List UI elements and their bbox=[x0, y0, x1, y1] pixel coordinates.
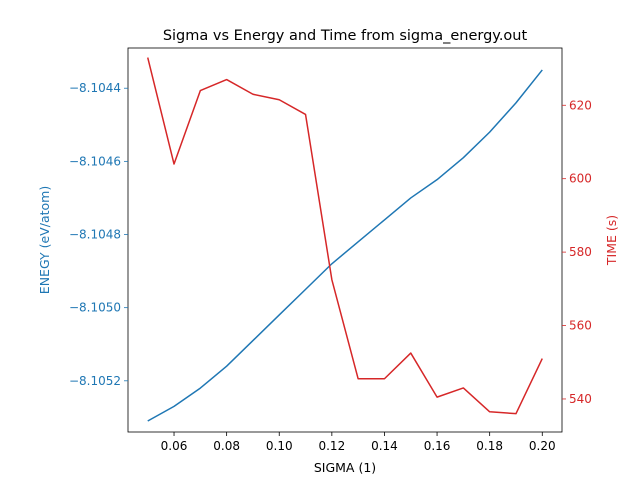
x-tick-label: 0.12 bbox=[318, 439, 345, 453]
y-right-tick-label: 560 bbox=[569, 319, 592, 333]
x-tick-label: 0.08 bbox=[213, 439, 240, 453]
x-tick-label: 0.06 bbox=[161, 439, 188, 453]
x-tick-label: 0.16 bbox=[424, 439, 451, 453]
y-left-tick-label: −8.1050 bbox=[69, 301, 121, 315]
y-axis-right-label: TIME (s) bbox=[604, 215, 619, 266]
y-left-tick-label: −8.1052 bbox=[69, 374, 121, 388]
plot-frame bbox=[127, 47, 563, 433]
y-right-tick-label: 540 bbox=[569, 392, 592, 406]
x-tick-label: 0.14 bbox=[371, 439, 398, 453]
x-tick-label: 0.18 bbox=[476, 439, 503, 453]
y-left-tick-label: −8.1044 bbox=[69, 81, 121, 95]
series-line-time bbox=[147, 57, 543, 415]
x-tick-label: 0.10 bbox=[266, 439, 293, 453]
series-line-energy bbox=[147, 69, 543, 422]
y-right-tick-label: 620 bbox=[569, 98, 592, 112]
x-tick-label: 0.20 bbox=[529, 439, 556, 453]
chart-title: Sigma vs Energy and Time from sigma_ener… bbox=[163, 28, 528, 44]
x-axis-label: SIGMA (1) bbox=[314, 460, 376, 475]
y-axis-left-label: ENEGY (eV/atom) bbox=[37, 186, 52, 294]
y-right-tick-label: 600 bbox=[569, 172, 592, 186]
y-right-tick-label: 580 bbox=[569, 245, 592, 259]
plot-area: 0.06 0.08 0.10 0.12 0.14 0.16 0.18 0.20 −8.1044 −… bbox=[69, 47, 592, 453]
y-left-tick-label: −8.1048 bbox=[69, 228, 121, 242]
y-left-tick-label: −8.1046 bbox=[69, 154, 121, 168]
